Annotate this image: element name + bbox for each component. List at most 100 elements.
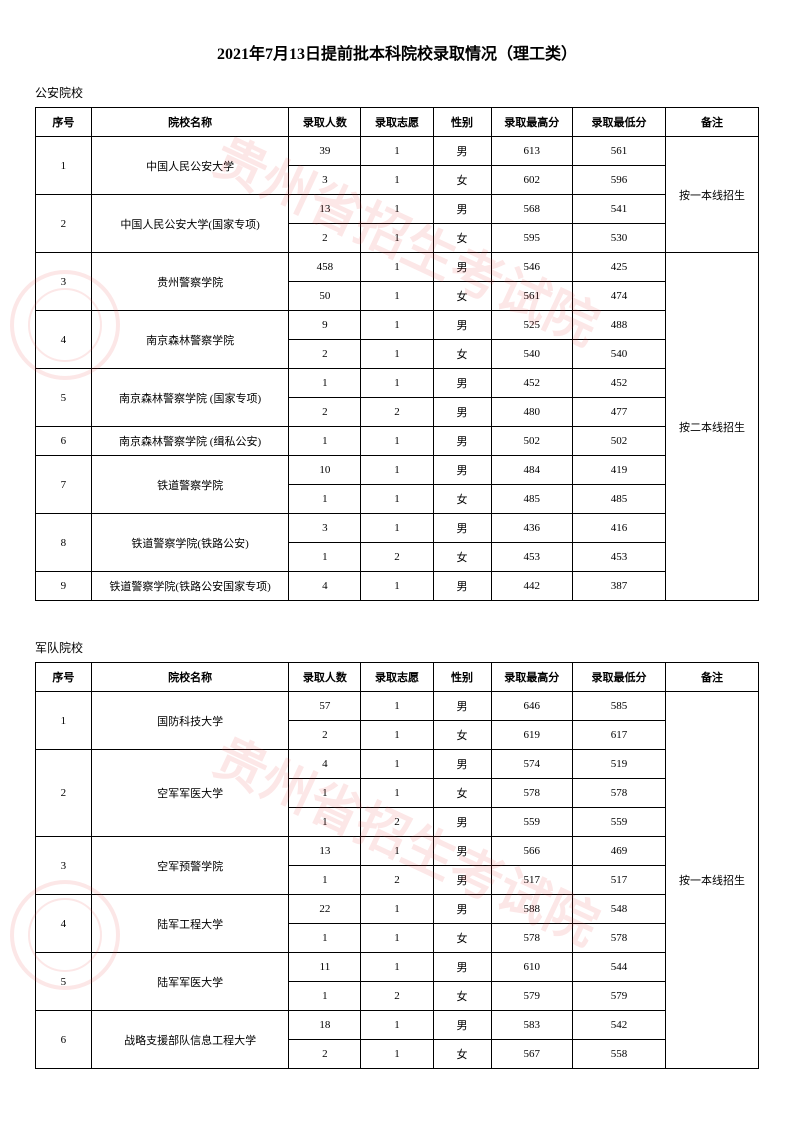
cell: 558: [572, 1040, 665, 1069]
cell: 9: [289, 311, 361, 340]
th-gender: 性别: [433, 663, 491, 692]
cell: 贵州警察学院: [91, 253, 289, 311]
cell: 18: [289, 1011, 361, 1040]
th-low: 录取最低分: [572, 663, 665, 692]
cell: 男: [433, 398, 491, 427]
table-header-row: 序号 院校名称 录取人数 录取志愿 性别 录取最高分 录取最低分 备注: [36, 663, 759, 692]
table-row: 8铁道警察学院(铁路公安)31男436416: [36, 514, 759, 543]
cell: 女: [433, 924, 491, 953]
cell: 559: [572, 808, 665, 837]
cell: 488: [572, 311, 665, 340]
cell: 空军预警学院: [91, 837, 289, 895]
cell: 铁道警察学院: [91, 456, 289, 514]
cell: 3: [36, 253, 92, 311]
cell: 男: [433, 837, 491, 866]
cell: 5: [36, 953, 92, 1011]
cell: 1: [361, 514, 433, 543]
cell: 1: [36, 137, 92, 195]
cell: 女: [433, 779, 491, 808]
cell: 南京森林警察学院 (缉私公安): [91, 427, 289, 456]
cell: 铁道警察学院(铁路公安): [91, 514, 289, 572]
cell: 4: [289, 750, 361, 779]
cell: 1: [289, 982, 361, 1011]
cell: 4: [36, 895, 92, 953]
cell: 女: [433, 166, 491, 195]
cell: 617: [572, 721, 665, 750]
th-count: 录取人数: [289, 663, 361, 692]
cell: 陆军军医大学: [91, 953, 289, 1011]
cell: 男: [433, 692, 491, 721]
cell: 469: [572, 837, 665, 866]
th-name: 院校名称: [91, 108, 289, 137]
table-row: 6战略支援部队信息工程大学181男583542: [36, 1011, 759, 1040]
cell: 2: [289, 340, 361, 369]
cell: 女: [433, 543, 491, 572]
cell: 1: [361, 1011, 433, 1040]
cell: 585: [572, 692, 665, 721]
cell: 578: [491, 924, 572, 953]
cell: 男: [433, 369, 491, 398]
cell: 525: [491, 311, 572, 340]
cell: 546: [491, 253, 572, 282]
cell: 女: [433, 224, 491, 253]
cell: 2: [361, 982, 433, 1011]
cell: 中国人民公安大学: [91, 137, 289, 195]
cell: 613: [491, 137, 572, 166]
cell: 男: [433, 866, 491, 895]
cell: 男: [433, 750, 491, 779]
cell: 6: [36, 427, 92, 456]
cell: 1: [361, 166, 433, 195]
cell: 1: [289, 369, 361, 398]
cell: 425: [572, 253, 665, 282]
cell: 2: [289, 224, 361, 253]
cell: 战略支援部队信息工程大学: [91, 1011, 289, 1069]
cell: 男: [433, 456, 491, 485]
cell: 517: [491, 866, 572, 895]
cell: 1: [361, 369, 433, 398]
cell: 1: [289, 808, 361, 837]
cell: 1: [289, 427, 361, 456]
cell: 1: [361, 340, 433, 369]
cell: 485: [572, 485, 665, 514]
cell: 1: [361, 282, 433, 311]
cell: 男: [433, 953, 491, 982]
cell: 452: [491, 369, 572, 398]
cell: 595: [491, 224, 572, 253]
cell: 574: [491, 750, 572, 779]
police-table: 序号 院校名称 录取人数 录取志愿 性别 录取最高分 录取最低分 备注 1中国人…: [35, 107, 759, 601]
cell: 542: [572, 1011, 665, 1040]
cell: 按二本线招生: [665, 253, 758, 601]
cell: 2: [361, 398, 433, 427]
section-label-police: 公安院校: [35, 84, 759, 101]
cell: 544: [572, 953, 665, 982]
table-row: 4陆军工程大学221男588548: [36, 895, 759, 924]
cell: 57: [289, 692, 361, 721]
cell: 2: [36, 195, 92, 253]
cell: 2: [361, 866, 433, 895]
cell: 517: [572, 866, 665, 895]
cell: 2: [36, 750, 92, 837]
cell: 男: [433, 1011, 491, 1040]
cell: 1: [36, 692, 92, 750]
cell: 10: [289, 456, 361, 485]
table-row: 1国防科技大学571男646585按一本线招生: [36, 692, 759, 721]
section-label-military: 军队院校: [35, 639, 759, 656]
th-high: 录取最高分: [491, 108, 572, 137]
cell: 男: [433, 137, 491, 166]
cell: 1: [361, 427, 433, 456]
cell: 8: [36, 514, 92, 572]
cell: 579: [572, 982, 665, 1011]
cell: 416: [572, 514, 665, 543]
cell: 1: [361, 224, 433, 253]
cell: 南京森林警察学院: [91, 311, 289, 369]
cell: 540: [491, 340, 572, 369]
cell: 583: [491, 1011, 572, 1040]
cell: 1: [361, 779, 433, 808]
cell: 602: [491, 166, 572, 195]
table-header-row: 序号 院校名称 录取人数 录取志愿 性别 录取最高分 录取最低分 备注: [36, 108, 759, 137]
cell: 1: [361, 895, 433, 924]
th-gender: 性别: [433, 108, 491, 137]
cell: 610: [491, 953, 572, 982]
cell: 530: [572, 224, 665, 253]
cell: 477: [572, 398, 665, 427]
